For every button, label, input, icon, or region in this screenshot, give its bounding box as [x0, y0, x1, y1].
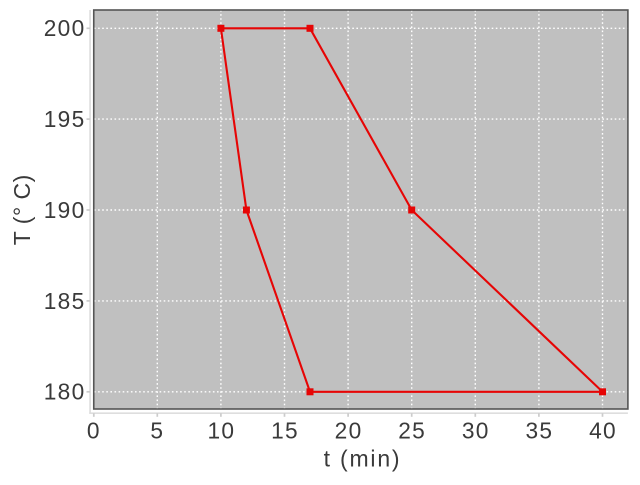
- svg-text:20: 20: [335, 417, 363, 443]
- svg-text:180: 180: [44, 379, 86, 405]
- svg-text:0: 0: [87, 417, 101, 443]
- svg-text:15: 15: [271, 417, 299, 443]
- svg-text:40: 40: [589, 417, 617, 443]
- svg-text:185: 185: [44, 288, 86, 314]
- svg-text:195: 195: [44, 106, 86, 132]
- svg-text:190: 190: [44, 197, 86, 223]
- svg-text:35: 35: [525, 417, 553, 443]
- svg-text:5: 5: [150, 417, 164, 443]
- svg-text:T (° C): T (° C): [9, 174, 35, 245]
- svg-text:200: 200: [44, 15, 86, 41]
- svg-text:25: 25: [398, 417, 426, 443]
- svg-text:t (min): t (min): [324, 446, 402, 472]
- svg-text:30: 30: [462, 417, 490, 443]
- svg-text:10: 10: [207, 417, 235, 443]
